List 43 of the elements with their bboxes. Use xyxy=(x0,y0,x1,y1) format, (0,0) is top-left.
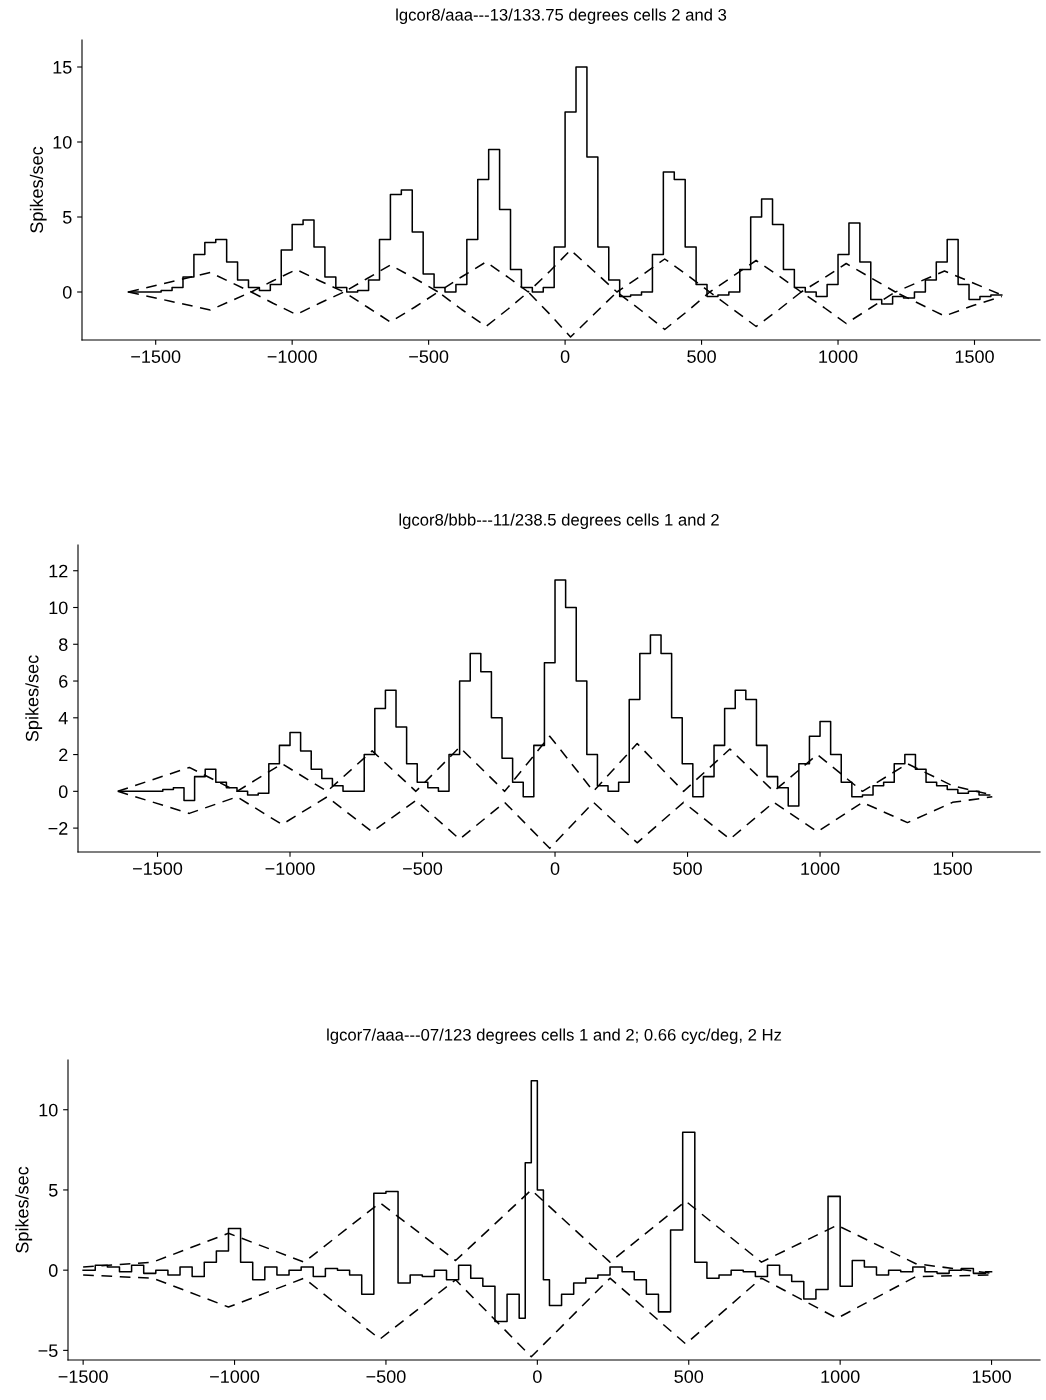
x-tick-label: 1000 xyxy=(821,1370,860,1383)
x-tick-label: −1500 xyxy=(133,862,183,875)
y-axis-title: Spikes/sec xyxy=(25,655,43,742)
x-tick-label: −1000 xyxy=(267,350,317,363)
x-tick-label: 1000 xyxy=(801,862,840,875)
y-tick-label: 5 xyxy=(48,1184,58,1197)
x-tick-label: 1500 xyxy=(955,350,994,363)
y-tick-label: 10 xyxy=(39,1103,58,1117)
chart-title: lgcor7/aaa---07/123 degrees cells 1 and 2; 0.66 cyc/deg, 2 Hz xyxy=(327,1028,782,1045)
y-tick-label: 10 xyxy=(53,135,72,149)
y-tick-label: 6 xyxy=(59,674,68,688)
x-tick-label: −1000 xyxy=(265,862,315,875)
x-tick-label: −500 xyxy=(366,1370,406,1383)
y-tick-label: 4 xyxy=(58,711,68,725)
chart-title: lgcor8/aaa---13/133.75 degrees cells 2 and 3 xyxy=(396,8,727,25)
y-tick-label: 15 xyxy=(53,61,72,74)
y-tick-label: −5 xyxy=(38,1344,58,1358)
y-tick-label: −2 xyxy=(48,822,68,835)
x-tick-label: 500 xyxy=(687,350,716,363)
y-tick-label: 0 xyxy=(62,285,72,299)
y-tick-label: 10 xyxy=(49,601,68,615)
x-tick-label: 1000 xyxy=(819,350,858,363)
x-tick-label: 1500 xyxy=(972,1370,1011,1383)
y-tick-label: 12 xyxy=(49,564,68,578)
y-tick-label: 0 xyxy=(58,785,68,799)
x-tick-label: 0 xyxy=(560,350,570,363)
x-tick-label: 500 xyxy=(673,862,702,875)
chart-title: lgcor8/bbb---11/238.5 degrees cells 1 and 2 xyxy=(399,513,719,530)
y-axis-title: Spikes/sec xyxy=(15,1166,33,1253)
x-tick-label: −1500 xyxy=(58,1370,108,1383)
y-tick-label: 5 xyxy=(62,211,72,224)
x-tick-label: 500 xyxy=(674,1370,704,1383)
x-tick-label: 1500 xyxy=(933,862,972,875)
x-tick-label: 0 xyxy=(550,862,560,875)
y-axis-title: Spikes/sec xyxy=(29,146,47,233)
x-tick-label: −1500 xyxy=(131,350,181,363)
x-tick-label: −1000 xyxy=(210,1370,260,1383)
y-tick-label: 8 xyxy=(59,638,68,651)
x-tick-label: −500 xyxy=(403,862,443,875)
y-tick-label: 0 xyxy=(48,1264,58,1277)
x-tick-label: −500 xyxy=(409,350,449,363)
y-tick-label: 2 xyxy=(59,748,68,762)
x-tick-label: 0 xyxy=(533,1370,542,1383)
